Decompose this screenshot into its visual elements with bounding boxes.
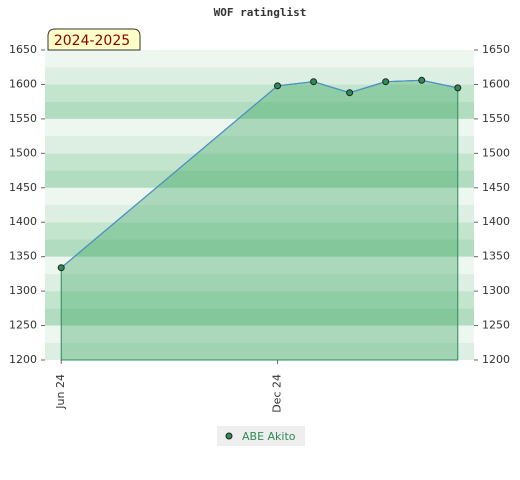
grid-band [45,308,474,326]
point [418,76,426,84]
legend-marker [225,432,233,440]
grid-band [45,136,474,154]
y2-tick-label: 1600 [482,77,510,90]
grid-band [45,256,474,274]
grid-band [45,187,474,205]
legend-box [217,426,305,446]
y-tick-label: 1550 [9,112,37,125]
y2-tick-label: 1300 [482,284,510,297]
badge: 2024-2025 [54,33,130,49]
y2-tick-label: 1650 [482,43,510,56]
point [382,78,390,86]
y2-tick-label: 1400 [482,215,510,228]
x-tick-label: Jun 24 [54,374,67,410]
grid-band [45,325,474,343]
chart-title: WOF ratinglist [214,6,307,19]
y-tick-label: 1300 [9,284,37,297]
grid-band [45,101,474,119]
grid-band [45,118,474,137]
point [346,89,354,97]
grid-band [45,291,474,309]
point [310,78,318,86]
plot-area [45,50,474,361]
grid-band [45,222,474,240]
y-tick-label: 1350 [9,250,37,263]
y2-tick-label: 1450 [482,181,510,194]
grid-band [45,170,474,188]
x-tick-label: Dec 24 [271,374,284,413]
y2-tick-label: 1250 [482,319,510,332]
y-tick-label: 1600 [9,77,37,90]
grid-band [45,84,474,102]
y2-tick-label: 1550 [482,112,510,125]
badge-box [47,28,141,51]
grid-band [45,205,474,223]
grid-band [45,67,474,85]
y2-tick-label: 1200 [482,353,510,366]
y2-tick-label: 1350 [482,250,510,263]
y-tick-label: 1450 [9,181,37,194]
point [454,84,462,92]
y-tick-label: 1650 [9,43,37,56]
grid-band [45,273,474,292]
y-tick-label: 1400 [9,215,37,228]
grid-band [45,342,474,360]
point [274,82,282,90]
legend-label: ABE Akito [242,430,296,443]
grid-band [45,50,474,68]
point [57,264,65,272]
y2-tick-label: 1500 [482,146,510,159]
grid-band [45,239,474,257]
y-tick-label: 1200 [9,353,37,366]
y-tick-label: 1250 [9,319,37,332]
y-tick-label: 1500 [9,146,37,159]
grid-band [45,153,474,171]
